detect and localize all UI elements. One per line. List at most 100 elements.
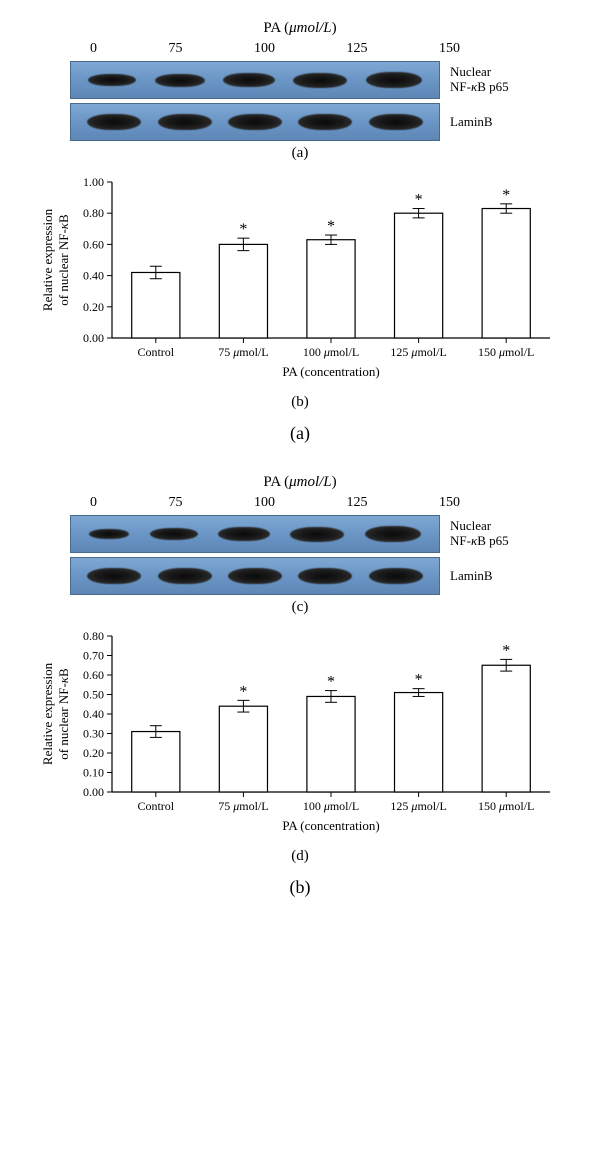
blot-c-sublabel: (c) — [70, 599, 530, 616]
blot-a-title-prefix: PA ( — [263, 20, 289, 36]
chart-b-bar-0 — [132, 272, 180, 338]
blot-c-lanes: 075100125150 — [70, 495, 480, 515]
blot-a-lane-2: 100 — [254, 41, 275, 57]
chart-d-sublabel: (d) — [10, 848, 590, 865]
chart-d-star-1: * — [239, 683, 247, 700]
chart-b-star-4: * — [502, 187, 510, 204]
chart-d-xticklabel-3: 125 μmol/L — [390, 799, 446, 813]
chart-d-yticklabel-5: 0.50 — [83, 688, 104, 702]
blot-a-title: PA (μmol/L) — [70, 20, 530, 37]
chart-b-yticklabel-4: 0.80 — [83, 206, 104, 220]
blot-a-band-1-1 — [158, 114, 212, 130]
chart-d-yticklabel-2: 0.20 — [83, 746, 104, 760]
blot-a-title-suffix: ) — [332, 20, 337, 36]
chart-b-xticklabel-0: Control — [137, 345, 174, 359]
chart-b-yticklabel-2: 0.40 — [83, 269, 104, 283]
blot-a-title-unit: μmol/L — [289, 20, 332, 36]
blot-c-title: PA (μmol/L) — [70, 474, 530, 491]
blot-c: PA (μmol/L) 075100125150 NuclearNF-κB p6… — [70, 474, 530, 616]
chart-b-star-3: * — [415, 192, 423, 209]
blot-a-band-0-0 — [88, 74, 136, 86]
blot-c-band-1-0 — [87, 568, 141, 584]
blot-a-gel-1 — [70, 103, 440, 141]
blot-c-band-0-4 — [365, 526, 421, 542]
blot-c-band-1-2 — [228, 568, 282, 584]
blot-c-rowlabel-0: NuclearNF-κB p65 — [450, 519, 530, 549]
blot-c-title-unit: μmol/L — [289, 474, 332, 490]
chart-d-bar-3 — [395, 693, 443, 792]
blot-a-row-1: LaminB — [70, 103, 530, 141]
chart-d-xlabel: PA (concentration) — [282, 818, 379, 833]
chart-d-bar-0 — [132, 732, 180, 792]
chart-b-ylabel: Relative expressionof nuclear NF-κB — [40, 208, 71, 311]
chart-d-bar-1 — [219, 706, 267, 792]
blot-a-gel-0 — [70, 61, 440, 99]
chart-d-ylabel: Relative expressionof nuclear NF-κB — [40, 662, 71, 765]
panel-b: PA (μmol/L) 075100125150 NuclearNF-κB p6… — [10, 474, 590, 898]
blot-a-band-0-3 — [293, 73, 347, 88]
chart-b-star-1: * — [239, 221, 247, 238]
blot-a-sublabel: (a) — [70, 145, 530, 162]
chart-b-bar-1 — [219, 244, 267, 338]
blot-a-band-1-0 — [87, 114, 141, 130]
chart-d-svg: 0.00 0.10 0.20 0.30 0.40 0.50 0.60 0.70 0.80 Rela… — [40, 624, 560, 844]
blot-c-gel-1 — [70, 557, 440, 595]
blot-c-band-1-3 — [298, 568, 352, 584]
blot-c-lane-1: 75 — [169, 495, 183, 511]
chart-b-svg: 0.000.200.400.600.801.00Relative express… — [40, 170, 560, 390]
blot-a-lane-0: 0 — [90, 41, 97, 57]
blot-c-title-prefix: PA ( — [263, 474, 289, 490]
chart-b-yticklabel-5: 1.00 — [83, 175, 104, 189]
blot-a-band-0-1 — [155, 74, 205, 87]
chart-d-bar-2 — [307, 696, 355, 792]
figure-a-biglabel: (a) — [10, 423, 590, 444]
blot-c-band-0-3 — [290, 527, 344, 542]
blot-a-band-0-2 — [223, 73, 275, 87]
chart-b-xlabel: PA (concentration) — [282, 364, 379, 379]
chart-b-yticklabel-3: 0.60 — [83, 237, 104, 251]
panel-a: PA (μmol/L) 075100125150 NuclearNF-κB p6… — [10, 20, 590, 444]
blot-a-band-1-2 — [228, 114, 282, 130]
chart-d-yticklabel-4: 0.40 — [83, 707, 104, 721]
blot-a-row-0: NuclearNF-κB p65 — [70, 61, 530, 99]
blot-c-band-0-1 — [150, 528, 198, 540]
chart-d-yticklabel-1: 0.10 — [83, 766, 104, 780]
blot-a-band-1-4 — [369, 114, 423, 130]
chart-b: 0.000.200.400.600.801.00Relative express… — [40, 170, 560, 390]
blot-a: PA (μmol/L) 075100125150 NuclearNF-κB p6… — [70, 20, 530, 162]
blot-a-band-0-4 — [366, 72, 422, 88]
blot-c-title-suffix: ) — [332, 474, 337, 490]
blot-c-row-1: LaminB — [70, 557, 530, 595]
blot-a-rowlabel-1: LaminB — [450, 115, 530, 130]
blot-c-band-1-1 — [158, 568, 212, 584]
chart-d-yticklabel-3: 0.30 — [83, 727, 104, 741]
chart-d-yticklabel-0: 0.00 — [83, 785, 104, 799]
blot-c-band-0-2 — [218, 527, 270, 541]
chart-b-xticklabel-2: 100 μmol/L — [303, 345, 359, 359]
blot-c-lane-3: 125 — [347, 495, 368, 511]
chart-b-sublabel: (b) — [10, 394, 590, 411]
chart-d-yticklabel-6: 0.60 — [83, 668, 104, 682]
blot-a-lanes: 075100125150 — [70, 41, 480, 61]
blot-a-rowlabel-0: NuclearNF-κB p65 — [450, 65, 530, 95]
chart-d-xticklabel-4: 150 μmol/L — [478, 799, 534, 813]
chart-b-xticklabel-3: 125 μmol/L — [390, 345, 446, 359]
chart-d-yticklabel-8: 0.80 — [83, 629, 104, 643]
chart-d-xticklabel-2: 100 μmol/L — [303, 799, 359, 813]
chart-b-bar-4 — [482, 209, 530, 338]
chart-b-xticklabel-1: 75 μmol/L — [218, 345, 268, 359]
chart-b-yticklabel-0: 0.00 — [83, 331, 104, 345]
blot-a-lane-1: 75 — [169, 41, 183, 57]
figure-b-biglabel: (b) — [10, 877, 590, 898]
chart-b-bar-3 — [395, 213, 443, 338]
chart-d-star-3: * — [415, 672, 423, 689]
blot-c-lane-0: 0 — [90, 495, 97, 511]
chart-d-star-4: * — [502, 642, 510, 659]
chart-b-star-2: * — [327, 218, 335, 235]
blot-c-lane-4: 150 — [439, 495, 460, 511]
chart-d-yticklabel-7: 0.70 — [83, 649, 104, 663]
blot-a-band-1-3 — [298, 114, 352, 130]
chart-d-star-2: * — [327, 674, 335, 691]
blot-c-rowlabel-1: LaminB — [450, 569, 530, 584]
blot-a-lane-3: 125 — [347, 41, 368, 57]
